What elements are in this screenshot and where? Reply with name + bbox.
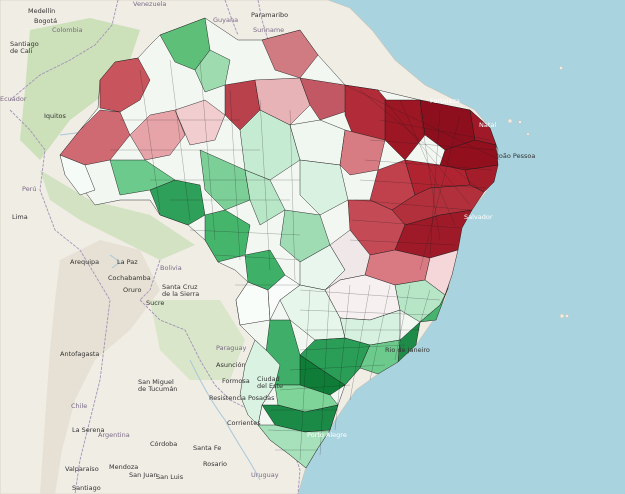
label-formosa: Formosa <box>222 377 250 385</box>
label-corrientes: Corrientes <box>227 419 261 427</box>
label-ecuador: Ecuador <box>0 95 27 103</box>
label-resistencia: Resistencia <box>209 394 246 402</box>
label-bogota: Bogotá <box>34 17 58 25</box>
label-santiago-de-cali: Santiago de Cali <box>10 40 39 55</box>
label-lima: Lima <box>12 213 28 221</box>
forest-tint-2 <box>40 170 195 260</box>
region-para-east[interactable] <box>299 77 351 121</box>
label-asuncion: Asunción <box>216 361 246 369</box>
label-paraguay: Paraguay <box>216 344 247 352</box>
region-sp-west[interactable] <box>267 274 301 321</box>
label-uruguay: Uruguay <box>251 471 279 479</box>
label-iquitos: Iquitos <box>44 112 66 120</box>
label-tucuman: San Miguel de Tucumán <box>138 378 178 393</box>
label-cochabamba: Cochabamba <box>108 274 151 282</box>
chaco-tint <box>150 300 245 380</box>
label-santa-fe: Santa Fe <box>193 444 222 452</box>
region-mato-grosso-center[interactable] <box>244 169 286 226</box>
label-bolivia: Bolivia <box>160 264 182 272</box>
region-es[interactable] <box>419 287 449 323</box>
label-colombia: Colombia <box>52 26 83 34</box>
region-amapa[interactable] <box>261 29 319 79</box>
brazil-municipalities[interactable] <box>59 17 499 469</box>
label-suriname: Suriname <box>253 26 285 34</box>
amazon-forest-tint <box>20 18 140 160</box>
municipal-mesh <box>110 59 501 461</box>
region-amazonas-west[interactable] <box>59 109 131 166</box>
region-roraima-2[interactable] <box>194 49 231 93</box>
label-venezuela: Venezuela <box>133 0 167 8</box>
label-arequipa: Arequipa <box>70 258 100 266</box>
label-san-luis: San Luis <box>156 473 184 481</box>
label-fortaleza: Fortaleza <box>430 97 460 105</box>
label-guyana: Guyana <box>213 16 239 24</box>
atlantic-islands <box>507 66 569 319</box>
label-porto-alegre: Porto Alegre <box>307 431 347 439</box>
region-tocantins[interactable] <box>299 159 349 216</box>
region-acre[interactable] <box>59 154 96 196</box>
region-maranhao-2[interactable] <box>339 129 386 176</box>
region-sp-coast[interactable] <box>359 339 401 375</box>
region-parana-east[interactable] <box>299 354 346 396</box>
region-para-central[interactable] <box>254 77 311 126</box>
label-joao-pessoa: João Pessoa <box>497 152 536 160</box>
region-rs-west[interactable] <box>239 339 281 426</box>
label-cordoba: Córdoba <box>150 440 178 448</box>
label-chile: Chile <box>71 402 88 410</box>
region-amazonas-east[interactable] <box>174 99 226 146</box>
label-la-serena: La Serena <box>72 426 105 434</box>
label-posadas: Posadas <box>248 394 275 402</box>
label-rosario: Rosario <box>203 460 228 468</box>
label-paramaribo: Paramaribo <box>251 11 289 19</box>
label-argentina: Argentina <box>98 431 130 439</box>
label-natal: Natal <box>479 121 497 129</box>
region-rondonia-2[interactable] <box>109 159 176 196</box>
label-san-juan: San Juan <box>129 471 158 479</box>
label-salvador: Salvador <box>464 213 493 221</box>
label-santiago: Santiago <box>72 484 101 492</box>
label-mendoza: Mendoza <box>109 463 139 471</box>
label-rio-de-janeiro: Rio de Janeiro <box>385 346 430 354</box>
label-antofagasta: Antofagasta <box>60 350 100 358</box>
region-alagoas-sergipe[interactable] <box>464 164 499 193</box>
label-peru: Perú <box>22 185 37 193</box>
label-santa-cruz: Santa Cruz de la Sierra <box>162 283 200 298</box>
label-ciudad-del-este: Ciudad del Este <box>257 375 284 390</box>
label-medellin: Medellín <box>28 7 56 15</box>
label-valparaiso: Valparaíso <box>65 465 99 473</box>
label-la-paz: La Paz <box>117 258 138 266</box>
label-sucre: Sucre <box>146 299 165 307</box>
region-amazonas-north[interactable] <box>99 57 151 113</box>
andes-tint <box>40 240 160 494</box>
region-piaui[interactable] <box>384 99 426 161</box>
label-oruro: Oruro <box>123 286 142 294</box>
region-rs-south[interactable] <box>257 424 331 469</box>
